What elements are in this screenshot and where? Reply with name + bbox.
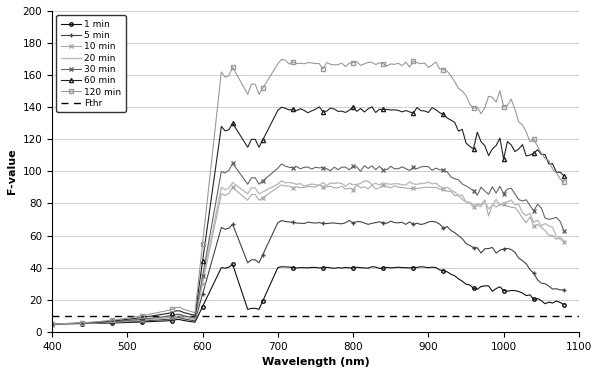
Line: 20 min: 20 min [52, 181, 564, 324]
60 min [237, 133, 244, 138]
30 min [368, 163, 376, 168]
20 min [237, 186, 244, 190]
10 min [237, 191, 244, 196]
20 min [560, 238, 567, 243]
120 min [368, 60, 376, 65]
Line: 10 min: 10 min [50, 183, 566, 326]
Line: 120 min: 120 min [50, 57, 566, 326]
1 min [225, 265, 232, 269]
20 min [120, 319, 127, 323]
5 min [225, 226, 232, 230]
30 min [447, 175, 455, 179]
60 min [447, 118, 455, 122]
10 min [274, 185, 282, 190]
5 min [237, 241, 244, 246]
X-axis label: Wavelength (nm): Wavelength (nm) [262, 357, 370, 367]
Line: 60 min: 60 min [50, 105, 566, 326]
1 min [560, 302, 567, 307]
5 min [447, 228, 455, 233]
5 min [49, 322, 56, 326]
1 min [447, 272, 455, 276]
120 min [237, 79, 244, 83]
120 min [447, 74, 455, 78]
Line: 30 min: 30 min [50, 161, 566, 326]
120 min [49, 322, 56, 326]
1 min [368, 264, 376, 269]
20 min [278, 178, 285, 183]
60 min [49, 322, 56, 326]
120 min [278, 57, 285, 62]
10 min [316, 183, 323, 187]
120 min [560, 180, 567, 185]
1 min [120, 321, 127, 325]
5 min [274, 220, 282, 225]
60 min [560, 174, 567, 178]
60 min [274, 108, 282, 113]
30 min [49, 322, 56, 326]
1 min [229, 262, 236, 267]
60 min [365, 107, 372, 111]
10 min [225, 191, 232, 196]
60 min [368, 104, 376, 109]
30 min [560, 229, 567, 233]
30 min [120, 319, 127, 323]
30 min [240, 177, 247, 181]
60 min [120, 318, 127, 322]
60 min [225, 128, 232, 132]
10 min [368, 183, 376, 187]
120 min [120, 316, 127, 321]
Legend: 1 min, 5 min, 10 min, 20 min, 30 min, 60 min, 120 min, Fthr: 1 min, 5 min, 10 min, 20 min, 30 min, 60… [56, 15, 126, 112]
Line: 5 min: 5 min [50, 218, 566, 326]
10 min [447, 189, 455, 194]
1 min [49, 322, 56, 326]
Y-axis label: F-value: F-value [7, 148, 17, 194]
5 min [368, 221, 376, 226]
1 min [240, 296, 247, 300]
20 min [225, 186, 232, 190]
120 min [274, 62, 282, 66]
5 min [560, 288, 567, 292]
30 min [229, 161, 236, 166]
10 min [120, 319, 127, 324]
30 min [278, 162, 285, 166]
10 min [560, 240, 567, 245]
5 min [120, 320, 127, 324]
20 min [274, 182, 282, 186]
120 min [225, 73, 232, 78]
30 min [225, 168, 232, 172]
20 min [447, 188, 455, 192]
20 min [49, 322, 56, 326]
1 min [278, 264, 285, 269]
10 min [49, 322, 56, 326]
20 min [368, 183, 376, 187]
Line: 1 min: 1 min [50, 263, 565, 325]
5 min [346, 218, 353, 223]
